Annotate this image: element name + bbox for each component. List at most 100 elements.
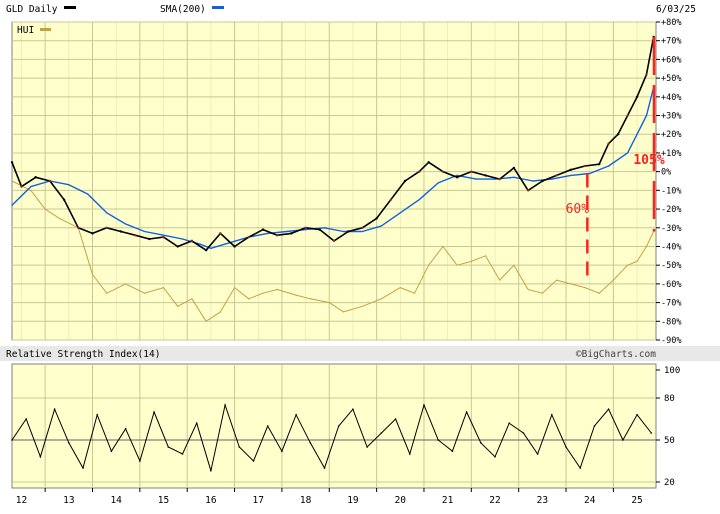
series-rsi-point bbox=[139, 460, 141, 462]
series-sma-200-point bbox=[267, 232, 269, 234]
series-rsi-point bbox=[579, 467, 582, 469]
price-y-tick-label: +10% bbox=[661, 149, 681, 159]
rsi-grid bbox=[12, 364, 656, 488]
series-hui-point bbox=[295, 294, 297, 296]
series-rsi-point bbox=[266, 425, 269, 427]
series-sma-200-point bbox=[125, 223, 127, 225]
series-rsi-point bbox=[522, 432, 525, 434]
series-rsi-point bbox=[380, 432, 383, 434]
series-rsi-point bbox=[167, 446, 170, 448]
series-sma-200-point bbox=[11, 204, 13, 206]
series-gld-daily-point bbox=[10, 161, 14, 164]
series-hui-point bbox=[584, 287, 586, 289]
series-sma-200-point bbox=[181, 238, 184, 240]
series-rsi-point bbox=[622, 439, 624, 441]
series-gld-daily-point bbox=[290, 232, 293, 235]
series-rsi-point bbox=[479, 442, 482, 444]
series-gld-daily-point bbox=[62, 198, 66, 201]
x-tick-label: 12 bbox=[16, 495, 27, 506]
series-rsi-point bbox=[352, 408, 354, 411]
series-gld-daily-point bbox=[512, 166, 516, 170]
annotation-60-label: 60% bbox=[566, 202, 590, 217]
series-gld-daily-point bbox=[247, 235, 250, 239]
series-gld-daily-point bbox=[318, 228, 321, 231]
series-sma-200-point bbox=[30, 186, 32, 188]
series-hui-point bbox=[413, 292, 416, 294]
series-hui-point bbox=[44, 208, 46, 210]
price-series-layer bbox=[10, 35, 655, 322]
price-y-tick-label: -30% bbox=[661, 224, 681, 234]
price-grid bbox=[12, 21, 656, 341]
series-sma-200-point bbox=[532, 180, 534, 182]
x-tick-label: 13 bbox=[63, 495, 74, 506]
series-hui-point bbox=[125, 283, 127, 285]
series-rsi-point bbox=[309, 442, 312, 444]
series-hui-point bbox=[442, 245, 444, 248]
price-y-tick-label: -90% bbox=[661, 336, 681, 346]
series-sma-200-point bbox=[456, 174, 458, 176]
series-rsi-line bbox=[11, 403, 652, 471]
price-y-tick-label: +30% bbox=[661, 112, 681, 122]
series-hui-point bbox=[309, 298, 311, 300]
series-hui-point bbox=[399, 287, 401, 289]
series-hui-point bbox=[162, 287, 165, 289]
price-y-tick-label: -50% bbox=[661, 261, 681, 271]
series-gld-daily-point bbox=[526, 189, 530, 192]
series-gld-daily-point bbox=[555, 174, 558, 177]
series-hui-point bbox=[513, 264, 515, 266]
series-hui-point bbox=[499, 279, 501, 281]
series-sma-200-point bbox=[437, 182, 439, 184]
series-gld-daily-point bbox=[162, 235, 165, 239]
rsi-panel bbox=[11, 363, 657, 489]
x-tick-label: 18 bbox=[300, 495, 312, 506]
series-gld-daily-point bbox=[635, 95, 639, 99]
series-gld-daily-point bbox=[597, 162, 601, 166]
series-hui-point bbox=[470, 260, 472, 263]
price-y-tick-label: +60% bbox=[661, 55, 681, 65]
series-gld-daily-point bbox=[332, 239, 336, 243]
series-rsi-point bbox=[451, 450, 454, 453]
series-gld-daily-point bbox=[204, 249, 208, 252]
series-rsi-point bbox=[238, 446, 241, 448]
series-gld-daily-point bbox=[34, 176, 37, 179]
series-gld-daily-point bbox=[427, 161, 430, 164]
series-gld-daily-point bbox=[219, 232, 222, 235]
annotation-layer: 60% 105% bbox=[566, 36, 665, 281]
series-sma-200-point bbox=[143, 230, 146, 233]
series-rsi-point bbox=[607, 408, 610, 411]
series-gld-daily-point bbox=[261, 228, 265, 231]
series-sma-200-point bbox=[286, 230, 288, 233]
series-rsi-point bbox=[281, 450, 283, 453]
price-y-tick-label: +20% bbox=[661, 130, 681, 140]
series-rsi-point bbox=[494, 456, 496, 458]
series-gld-daily-point bbox=[403, 179, 407, 183]
series-sma-200-point bbox=[608, 165, 610, 167]
price-y-tick-label: 0% bbox=[661, 168, 671, 178]
series-rsi-point bbox=[110, 450, 113, 453]
series-rsi-point bbox=[195, 422, 198, 425]
series-rsi-point bbox=[394, 418, 397, 420]
series-rsi-point bbox=[96, 414, 99, 416]
series-rsi-point bbox=[337, 425, 340, 427]
series-sma-200-point bbox=[342, 230, 345, 233]
series-gld-daily-point bbox=[498, 177, 501, 181]
series-hui-point bbox=[91, 273, 94, 276]
series-gld-daily-point bbox=[20, 185, 23, 188]
series-gld-daily-point bbox=[583, 164, 587, 168]
series-hui-point bbox=[248, 298, 250, 300]
series-hui-line bbox=[11, 180, 655, 322]
series-rsi-point bbox=[11, 439, 13, 441]
x-tick-label: 23 bbox=[537, 495, 548, 506]
series-gld-daily-point bbox=[233, 245, 236, 248]
series-gld-daily-point bbox=[304, 226, 307, 229]
series-rsi-point bbox=[465, 411, 468, 413]
series-hui-point bbox=[262, 292, 264, 294]
series-sma-200-point bbox=[380, 225, 382, 227]
series-gld-daily-point bbox=[418, 170, 421, 173]
series-sma-200-point bbox=[323, 227, 326, 229]
series-hui-point bbox=[555, 279, 558, 281]
x-tick-label: 22 bbox=[489, 495, 500, 506]
series-sma-200-point bbox=[68, 184, 70, 186]
rsi-y-axis: 100 80 50 20 bbox=[656, 366, 680, 488]
